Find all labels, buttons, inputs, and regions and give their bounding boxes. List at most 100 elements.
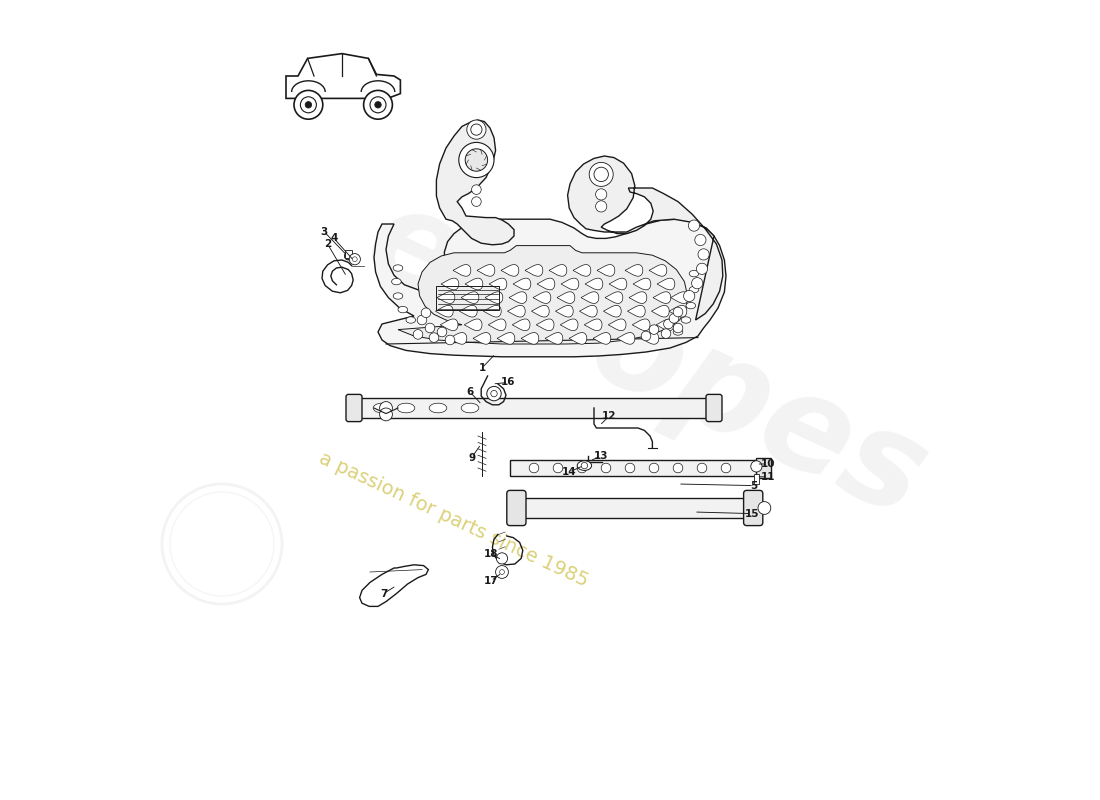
Ellipse shape	[393, 265, 403, 271]
Ellipse shape	[373, 403, 390, 413]
Circle shape	[602, 463, 610, 473]
Polygon shape	[460, 306, 477, 317]
Circle shape	[751, 461, 762, 472]
Polygon shape	[465, 278, 483, 290]
Polygon shape	[585, 278, 603, 290]
Polygon shape	[374, 219, 726, 357]
Circle shape	[695, 234, 706, 246]
Circle shape	[641, 331, 651, 341]
Text: 7: 7	[379, 589, 387, 598]
Circle shape	[698, 249, 710, 260]
FancyBboxPatch shape	[345, 250, 352, 258]
Circle shape	[349, 254, 361, 265]
Circle shape	[465, 149, 487, 171]
Polygon shape	[649, 265, 667, 276]
Polygon shape	[580, 306, 597, 317]
FancyBboxPatch shape	[346, 394, 362, 422]
Polygon shape	[629, 292, 647, 303]
Polygon shape	[628, 306, 646, 317]
FancyBboxPatch shape	[754, 474, 759, 484]
Text: 6: 6	[466, 387, 474, 397]
Circle shape	[692, 278, 703, 289]
Circle shape	[379, 402, 393, 414]
Polygon shape	[581, 292, 598, 303]
Polygon shape	[609, 278, 627, 290]
Text: 2: 2	[324, 239, 331, 249]
Text: a passion for parts since 1985: a passion for parts since 1985	[317, 449, 592, 591]
Circle shape	[426, 323, 434, 333]
Polygon shape	[514, 278, 531, 290]
Polygon shape	[484, 306, 502, 317]
Polygon shape	[558, 292, 575, 303]
Polygon shape	[398, 246, 688, 344]
Polygon shape	[441, 278, 459, 290]
Polygon shape	[509, 292, 527, 303]
Polygon shape	[286, 54, 400, 98]
Circle shape	[379, 408, 393, 421]
Polygon shape	[525, 265, 542, 276]
Circle shape	[472, 185, 481, 194]
Polygon shape	[497, 333, 515, 344]
Circle shape	[429, 333, 439, 342]
Text: 13: 13	[594, 451, 608, 461]
Text: europes: europes	[346, 175, 946, 545]
Circle shape	[673, 307, 683, 317]
Text: 10: 10	[760, 459, 774, 469]
Polygon shape	[436, 306, 453, 317]
Circle shape	[305, 102, 311, 108]
FancyBboxPatch shape	[507, 490, 526, 526]
Polygon shape	[634, 278, 651, 290]
Circle shape	[352, 257, 358, 262]
Circle shape	[661, 329, 671, 338]
Circle shape	[529, 463, 539, 473]
Circle shape	[370, 97, 386, 113]
Circle shape	[472, 197, 481, 206]
Circle shape	[421, 308, 431, 318]
Circle shape	[487, 386, 502, 401]
Polygon shape	[569, 333, 586, 344]
Circle shape	[466, 120, 486, 139]
Circle shape	[595, 189, 607, 200]
Polygon shape	[632, 319, 650, 330]
Polygon shape	[604, 306, 622, 317]
Polygon shape	[669, 306, 686, 317]
Circle shape	[417, 315, 427, 325]
Text: 3: 3	[321, 227, 328, 237]
Text: 16: 16	[502, 378, 516, 387]
Text: 17: 17	[484, 576, 498, 586]
Ellipse shape	[406, 317, 416, 323]
Text: 9: 9	[468, 453, 475, 462]
Polygon shape	[605, 292, 623, 303]
Circle shape	[669, 314, 679, 323]
Polygon shape	[360, 565, 428, 606]
Ellipse shape	[578, 461, 592, 470]
FancyBboxPatch shape	[510, 498, 758, 518]
Polygon shape	[546, 333, 563, 344]
Ellipse shape	[393, 293, 403, 299]
Ellipse shape	[392, 278, 402, 285]
Ellipse shape	[686, 302, 695, 309]
Polygon shape	[584, 319, 602, 330]
Circle shape	[414, 330, 422, 339]
Ellipse shape	[397, 403, 415, 413]
Polygon shape	[657, 319, 674, 330]
Text: 15: 15	[745, 509, 759, 518]
Polygon shape	[453, 265, 471, 276]
Circle shape	[375, 102, 382, 108]
Polygon shape	[556, 306, 573, 317]
Circle shape	[590, 162, 613, 186]
Ellipse shape	[461, 403, 478, 413]
Text: 4: 4	[330, 234, 338, 243]
Circle shape	[446, 335, 454, 345]
Circle shape	[496, 566, 508, 578]
Polygon shape	[568, 156, 723, 320]
Polygon shape	[449, 333, 466, 344]
Circle shape	[300, 97, 317, 113]
Polygon shape	[534, 292, 551, 303]
Circle shape	[625, 463, 635, 473]
Polygon shape	[549, 265, 566, 276]
Polygon shape	[477, 265, 495, 276]
FancyBboxPatch shape	[757, 458, 771, 478]
Circle shape	[344, 252, 352, 260]
Circle shape	[697, 463, 707, 473]
